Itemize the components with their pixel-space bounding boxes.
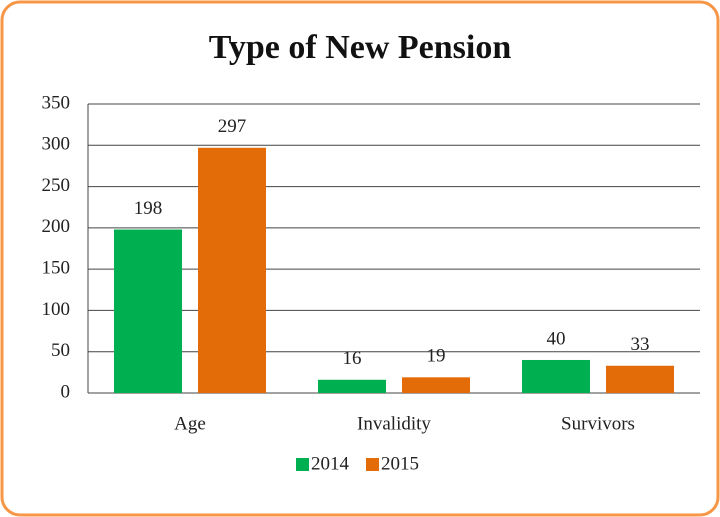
data-label: 19 [427,346,446,367]
x-tick-label: Age [174,413,206,434]
data-label: 33 [631,334,650,355]
legend-swatch [366,458,379,471]
data-label: 198 [134,198,163,219]
y-tick-label: 300 [42,134,71,155]
y-tick-label: 150 [42,258,71,279]
y-tick-label: 50 [51,340,70,361]
x-tick-label: Invalidity [357,413,431,434]
legend-swatch [296,458,309,471]
y-tick-label: 250 [42,175,71,196]
legend-label: 2015 [381,453,419,474]
x-tick-label: Survivors [561,413,635,434]
legend-label: 2014 [311,453,350,474]
data-label: 40 [547,328,566,349]
bar [198,147,266,393]
y-tick-label: 100 [42,299,71,320]
data-label: 16 [343,348,362,369]
chart-title: Type of New Pension [209,29,512,66]
y-tick-label: 200 [42,216,71,237]
bar [318,379,386,393]
bar [606,365,674,393]
y-tick-label: 0 [61,381,71,402]
bar [114,229,182,393]
data-label: 297 [218,116,247,137]
bar [522,359,590,393]
bar [402,377,470,393]
y-tick-label: 350 [42,92,71,113]
